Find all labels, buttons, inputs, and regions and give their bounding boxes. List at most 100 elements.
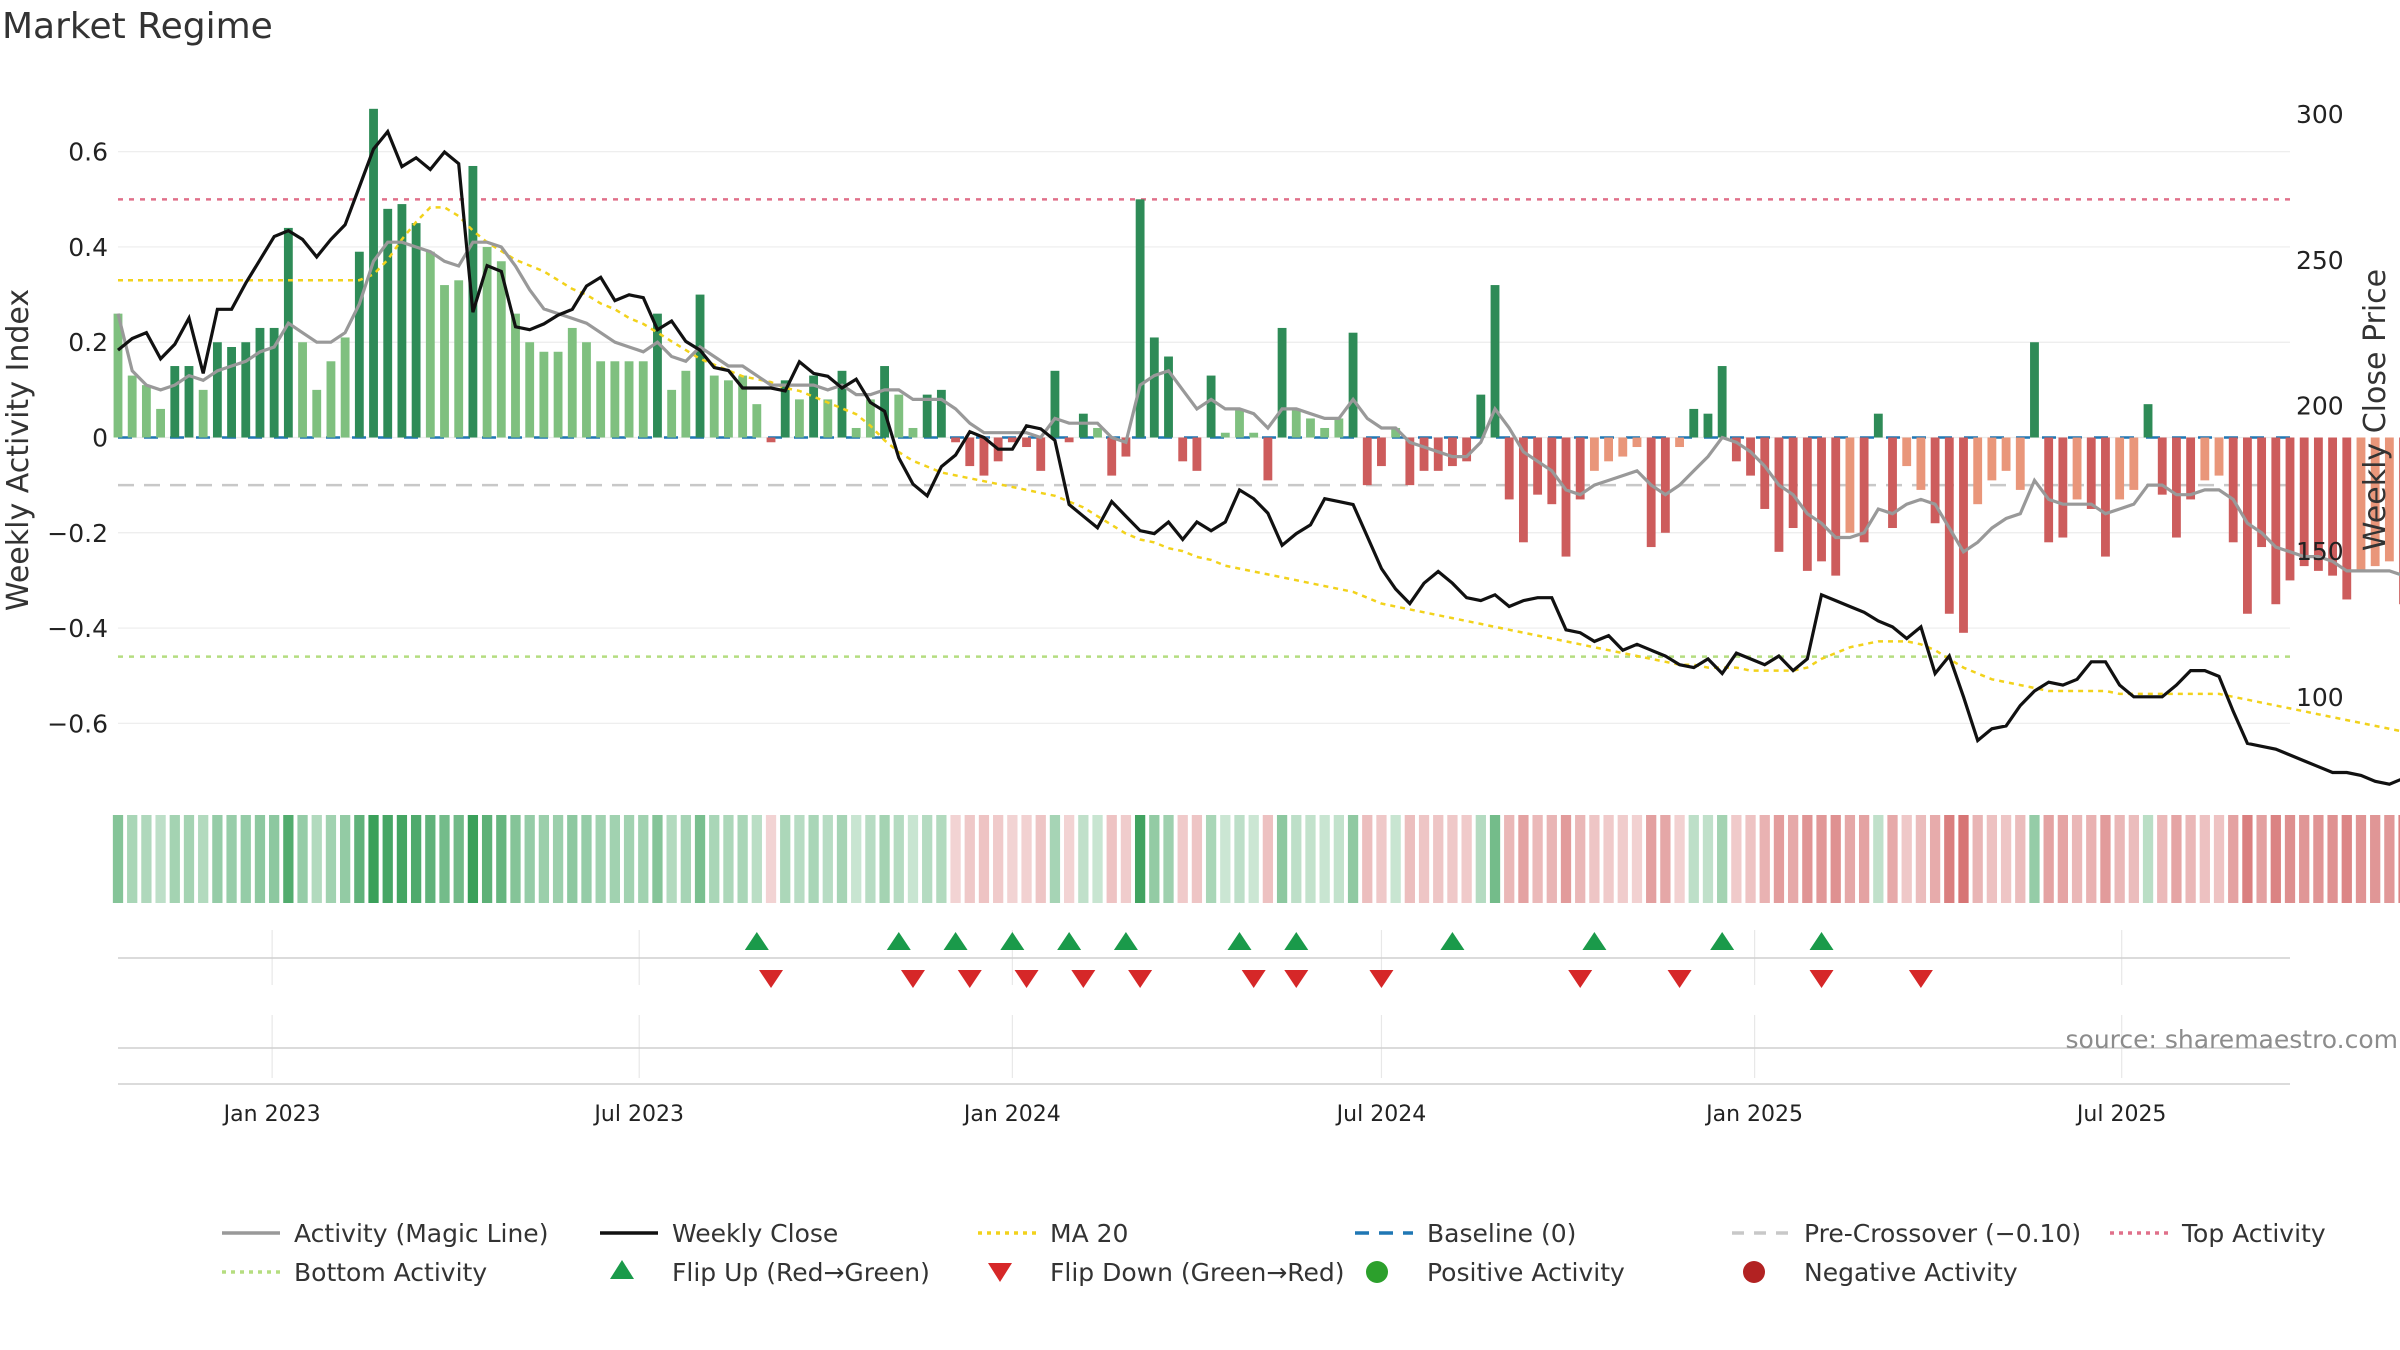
legend-item-ma: MA 20 [978, 1219, 1128, 1248]
heat-cell [1475, 815, 1486, 903]
heat-cell [1248, 815, 1259, 903]
activity-bar [2342, 437, 2352, 600]
heat-cell [2114, 815, 2125, 903]
heat-cell [425, 815, 436, 903]
y-left-tick-label: −0.2 [47, 519, 108, 548]
flip-up-marker [1809, 932, 1834, 950]
heat-cell [1064, 815, 1075, 903]
heat-cell [538, 815, 550, 903]
heat-cell [354, 815, 365, 903]
legend-item-flip_up: Flip Up (Red→Green) [610, 1258, 930, 1287]
legend-label: Top Activity [2181, 1219, 2326, 1248]
heat-cell [1021, 815, 1032, 903]
legend-item-pos_dot: Positive Activity [1366, 1258, 1625, 1287]
activity-bar [397, 204, 407, 438]
activity-bar [1802, 437, 1812, 571]
heat-cell [1220, 815, 1231, 903]
heat-cell [1830, 815, 1841, 903]
activity-bar [1490, 285, 1500, 438]
heat-cell [2228, 815, 2239, 903]
activity-bar [681, 370, 691, 438]
activity-bar [624, 361, 634, 438]
heat-cell [666, 815, 677, 903]
activity-bar [1987, 437, 1997, 481]
heat-cell [2299, 815, 2310, 903]
activity-bar [425, 251, 435, 438]
heat-cell [1958, 815, 1969, 903]
flip-down-marker [1241, 970, 1266, 988]
activity-bar [1391, 427, 1401, 438]
flip-down-marker [900, 970, 925, 988]
heat-cell [1603, 815, 1614, 903]
heat-cell [978, 815, 990, 903]
activity-bar [922, 394, 932, 438]
heat-cell [283, 815, 294, 903]
activity-bar [1291, 408, 1301, 438]
flip-up-marker [886, 932, 911, 950]
heat-cell [2284, 815, 2296, 903]
heat-cell [993, 815, 1004, 903]
heat-cell [2256, 815, 2267, 903]
legend-swatch-flip-up [610, 1260, 634, 1279]
heat-cell [794, 815, 805, 903]
activity-bar [2299, 437, 2309, 567]
heat-cell [964, 815, 975, 903]
activity-bar [880, 366, 890, 438]
heat-cell [2370, 815, 2381, 903]
activity-bar [2115, 437, 2125, 500]
flip-down-marker [1128, 970, 1153, 988]
chart-title: Market Regime [2, 6, 273, 47]
activity-bar [553, 351, 563, 438]
legend-label: Flip Up (Red→Green) [672, 1258, 930, 1287]
heat-cell [1319, 815, 1330, 903]
heat-cell [2199, 815, 2210, 903]
activity-bar [979, 437, 989, 476]
heat-cell [1205, 815, 1217, 903]
activity-bar [227, 346, 236, 438]
heat-cell [2341, 815, 2352, 903]
heat-cell [2384, 815, 2395, 903]
heat-cell [212, 815, 223, 903]
heat-cell [1631, 815, 1643, 903]
activity-bar [582, 342, 591, 438]
heat-cell [907, 815, 919, 903]
x-tick-label: Jul 2025 [2075, 1102, 2167, 1127]
heat-cell [1702, 815, 1714, 903]
heat-cell [1376, 815, 1387, 903]
activity-bar [951, 437, 960, 443]
activity-bar [2030, 342, 2039, 438]
heat-cell [2100, 815, 2111, 903]
weekly-close-line [116, 128, 2400, 786]
activity-bar [2101, 437, 2110, 557]
series-lines [116, 128, 2400, 786]
heat-cell [1901, 815, 1912, 903]
activity-bar [2072, 437, 2082, 500]
heat-cell [1560, 815, 1572, 903]
heat-cell [311, 815, 322, 903]
activity-bar [1575, 437, 1585, 500]
activity-bar [1518, 437, 1528, 543]
flip-up-marker [1582, 932, 1607, 950]
activity-bar [198, 389, 208, 438]
activity-bar [1462, 437, 1472, 462]
heat-cell [141, 815, 152, 903]
legend-item-flip_down: Flip Down (Green→Red) [988, 1258, 1345, 1287]
activity-bar [383, 208, 393, 438]
heat-cell [396, 815, 408, 903]
activity-bar [539, 351, 549, 438]
heat-cell [836, 815, 848, 903]
activity-bar [596, 361, 606, 438]
activity-bar [1022, 437, 1031, 448]
heat-cell [709, 815, 720, 903]
activity-bar [1788, 437, 1798, 529]
heat-cell [1688, 815, 1699, 903]
y-left-tick-label: 0 [92, 424, 108, 453]
heat-cell [2270, 815, 2281, 903]
activity-bar [1306, 418, 1315, 438]
activity-bar [1419, 437, 1429, 471]
flip-up-marker [744, 932, 769, 950]
activity-bar [2001, 437, 2011, 471]
activity-bar [766, 437, 776, 443]
activity-bar [1448, 437, 1457, 467]
activity-bar [127, 375, 137, 438]
